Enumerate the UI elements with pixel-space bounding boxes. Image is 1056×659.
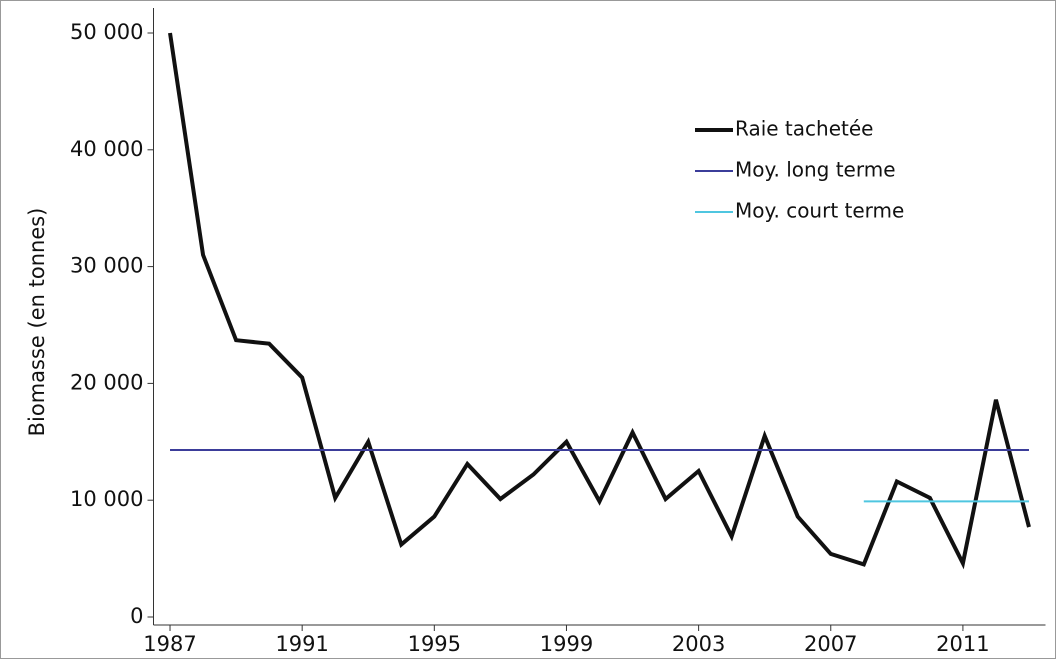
y-tick-label: 30 000	[70, 254, 143, 278]
x-tick-label: 1995	[408, 632, 461, 656]
legend-label: Moy. long terme	[735, 158, 896, 182]
legend-label: Moy. court terme	[735, 199, 904, 223]
y-tick-label: 10 000	[70, 487, 143, 511]
y-axis-title: Biomasse (en tonnes)	[25, 208, 49, 437]
series-line	[168, 32, 1031, 570]
x-tick-label: 2011	[936, 632, 989, 656]
y-tick-label: 50 000	[70, 20, 143, 44]
y-tick-label: 20 000	[70, 370, 143, 394]
x-tick-label: 1999	[540, 632, 593, 656]
x-tick-label: 1987	[143, 632, 196, 656]
legend-label: Raie tachetée	[735, 117, 873, 141]
x-tick-label: 2007	[804, 632, 857, 656]
y-tick-label: 40 000	[70, 137, 143, 161]
x-tick-label: 1991	[275, 632, 328, 656]
y-tick-label: 0	[130, 604, 143, 628]
x-tick-label: 2003	[672, 632, 725, 656]
